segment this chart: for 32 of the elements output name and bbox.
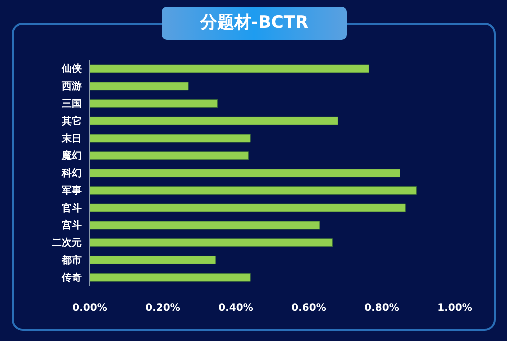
bar <box>90 100 218 108</box>
bar <box>90 152 250 160</box>
bar <box>90 64 370 74</box>
x-tick-label: 0.40% <box>218 303 254 314</box>
bar <box>90 169 400 178</box>
y-tick-label: 二次元 <box>52 237 82 250</box>
y-tick-label: 科幻 <box>61 168 82 180</box>
y-tick-label: 魔幻 <box>61 150 82 162</box>
y-tick-label: 西游 <box>61 80 82 93</box>
bar <box>90 238 333 248</box>
y-tick-label: 官斗 <box>62 202 82 214</box>
bar <box>90 186 417 195</box>
x-tick-label: 0.00% <box>72 303 108 314</box>
x-tick-label: 0.60% <box>292 303 326 314</box>
y-tick-label: 都市 <box>61 254 82 266</box>
bar <box>90 204 406 212</box>
x-tick-label: 1.00% <box>438 303 472 314</box>
y-tick-label: 军事 <box>62 184 82 197</box>
y-tick-label: 其它 <box>61 115 82 128</box>
y-tick-label: 传奇 <box>61 272 82 284</box>
bar <box>90 134 251 143</box>
bar <box>90 256 216 264</box>
bar <box>90 82 189 91</box>
y-tick-label: 三国 <box>62 99 82 110</box>
y-tick-label: 宫斗 <box>62 220 82 232</box>
y-tick-label: 仙侠 <box>61 63 82 76</box>
bar <box>90 221 320 230</box>
x-tick-label: 0.80% <box>364 303 400 314</box>
bar <box>90 116 338 126</box>
x-tick-label: 0.20% <box>146 303 180 314</box>
bar <box>90 273 251 282</box>
y-tick-label: 末日 <box>61 132 82 145</box>
